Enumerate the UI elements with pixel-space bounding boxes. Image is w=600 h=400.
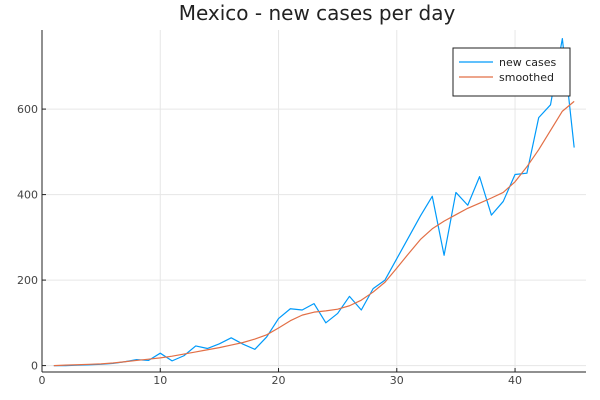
y-tick-label: 200 <box>17 274 38 287</box>
legend-box <box>452 47 571 97</box>
chart-title: Mexico - new cases per day <box>179 1 456 25</box>
x-tick-label: 10 <box>153 374 167 387</box>
x-tick-label: 40 <box>508 374 522 387</box>
series-line-smoothed <box>53 100 575 367</box>
y-tick-label: 400 <box>17 189 38 202</box>
legend-label: smoothed <box>499 71 554 84</box>
y-tick-label: 600 <box>17 103 38 116</box>
legend-label: new cases <box>499 56 557 69</box>
x-tick-label: 0 <box>39 374 46 387</box>
grid-lines <box>41 30 586 372</box>
x-tick-label: 20 <box>272 374 286 387</box>
y-tick-label: 0 <box>31 360 38 373</box>
x-tick-label: 30 <box>390 374 404 387</box>
series-lines <box>53 37 575 367</box>
legend: new cases smoothed <box>452 47 571 97</box>
